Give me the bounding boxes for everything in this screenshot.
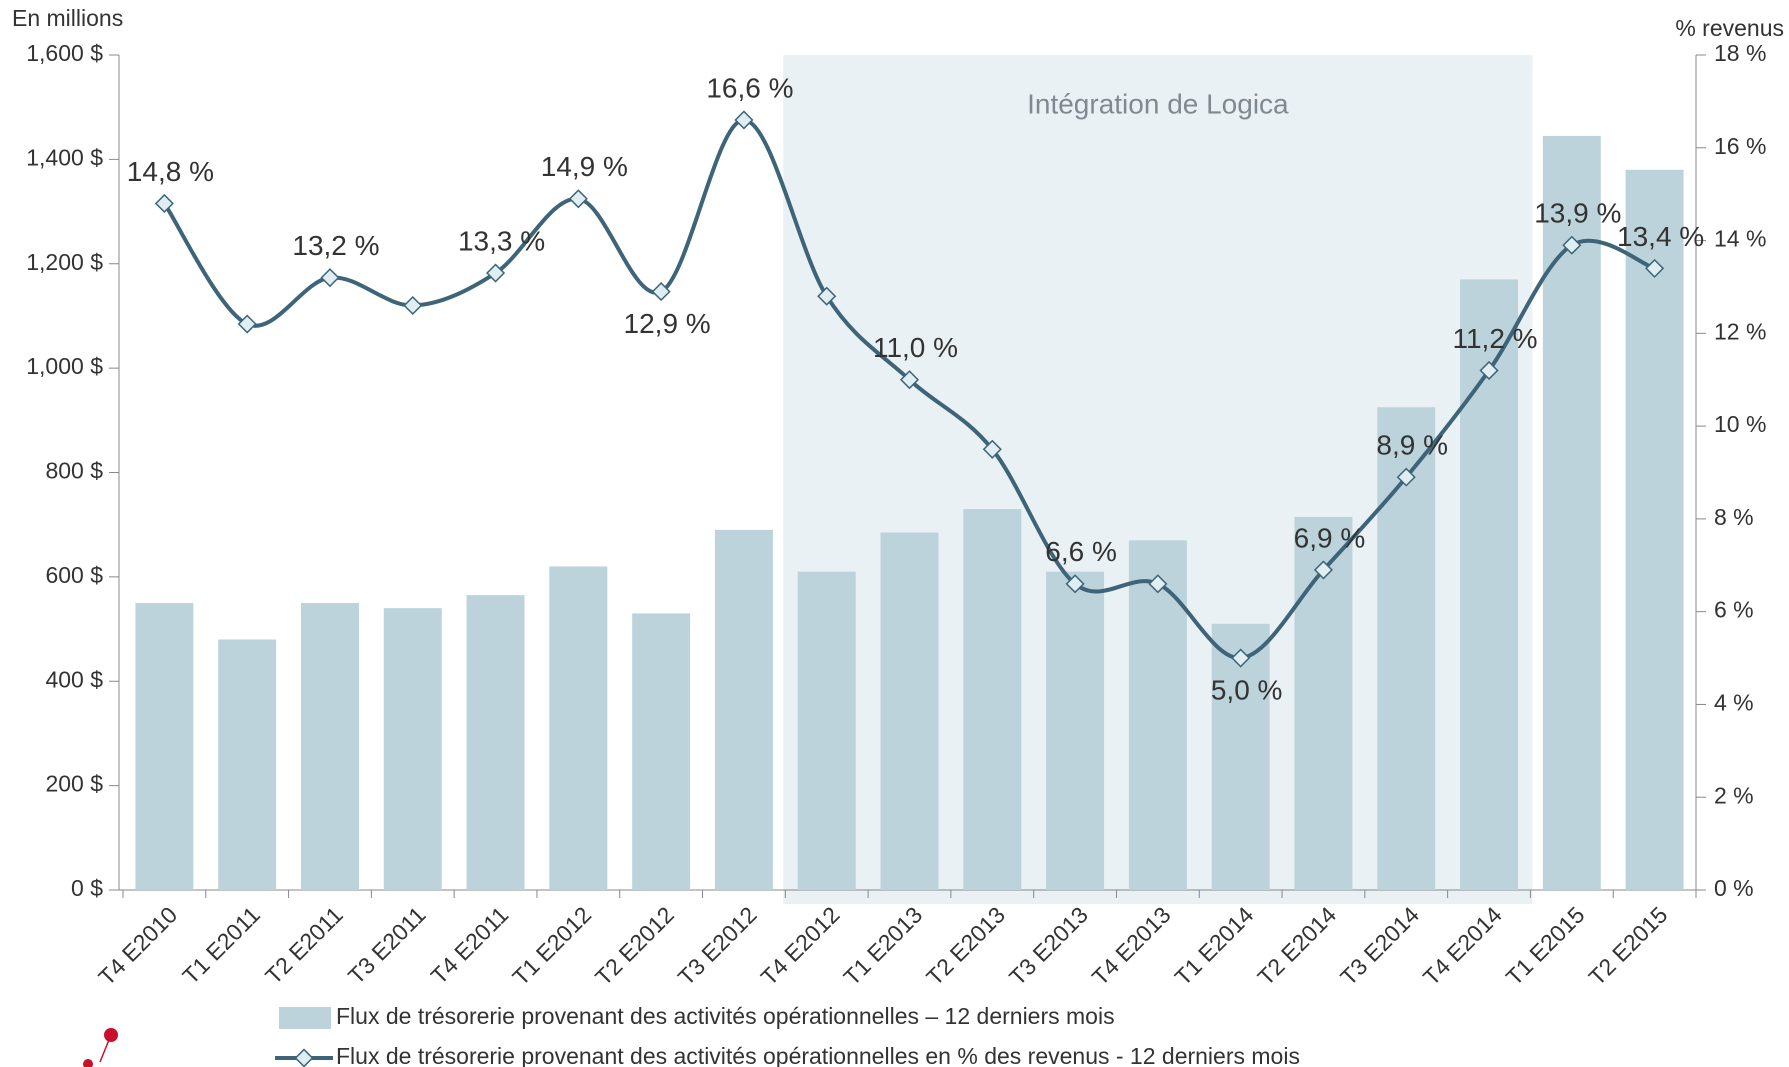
- bar: [797, 571, 856, 890]
- bar: [1046, 571, 1105, 890]
- bar: [1460, 279, 1519, 890]
- data-label: 6,6 %: [1045, 536, 1117, 567]
- bar: [963, 509, 1022, 890]
- x-tick-label: T3 E2011: [343, 901, 431, 989]
- marker: [817, 286, 837, 306]
- marker: [651, 282, 671, 302]
- x-tick-label: T3 E2014: [1335, 901, 1424, 990]
- y-tick-label: 1,400 $: [26, 144, 103, 170]
- marker: [403, 295, 423, 316]
- data-label: 14,9 %: [541, 151, 628, 182]
- legend-label: Flux de trésorerie provenant des activit…: [336, 1003, 1115, 1029]
- data-label: 13,4 %: [1617, 221, 1704, 252]
- marker: [154, 193, 174, 213]
- bar: [383, 608, 442, 890]
- marker: [1313, 560, 1333, 580]
- marker: [1396, 467, 1416, 487]
- data-label: 11,2 %: [1452, 323, 1537, 354]
- legend-swatch: [294, 1048, 314, 1067]
- bar: [1377, 407, 1436, 890]
- x-tick-label: T4 E2010: [93, 901, 182, 990]
- y-tick-label: 1,200 $: [26, 249, 103, 275]
- y-tick-label: 800 $: [45, 458, 103, 484]
- marker: [1645, 258, 1665, 278]
- data-label: 16,6 %: [706, 72, 793, 103]
- bar: [549, 566, 608, 890]
- y-axis-title: En millions: [12, 5, 123, 31]
- y2-tick-label: 10 %: [1714, 411, 1766, 437]
- bar: [880, 532, 939, 890]
- bar: [1211, 623, 1270, 890]
- y-tick-label: 200 $: [45, 771, 103, 797]
- marker: [237, 314, 257, 334]
- y2-tick-label: 4 %: [1714, 690, 1754, 716]
- y2-tick-label: 6 %: [1714, 597, 1754, 623]
- logo-line: [99, 1034, 112, 1063]
- marker: [1479, 360, 1499, 380]
- legend-swatch: [279, 1007, 331, 1029]
- bar: [1625, 169, 1684, 890]
- y-tick-label: 600 $: [45, 562, 103, 588]
- y-tick-label: 0 $: [71, 875, 103, 901]
- data-label: 13,9 %: [1534, 198, 1621, 229]
- data-label: 8,9 %: [1376, 430, 1448, 461]
- x-tick-label: T1 E2014: [1170, 901, 1259, 990]
- x-tick-label: T2 E2015: [1584, 901, 1673, 990]
- x-tick-label: T3 E2013: [1004, 901, 1093, 990]
- bar: [466, 595, 525, 890]
- marker: [486, 263, 506, 283]
- x-tick-label: T2 E2013: [921, 901, 1010, 990]
- y2-tick-label: 18 %: [1714, 40, 1766, 66]
- marker: [1148, 574, 1168, 594]
- y-tick-label: 1,000 $: [26, 353, 103, 379]
- x-tick-label: T1 E2011: [177, 901, 265, 989]
- data-label: 12,9 %: [624, 308, 711, 339]
- marker: [1065, 574, 1085, 594]
- x-tick-label: T4 E2011: [426, 901, 514, 989]
- logo-dot: [83, 1059, 93, 1067]
- x-tick-label: T4 E2013: [1087, 901, 1176, 990]
- x-tick-label: T3 E2012: [673, 901, 762, 990]
- marker: [734, 110, 754, 130]
- marker: [1231, 648, 1251, 668]
- data-label: 5,0 %: [1211, 674, 1283, 705]
- x-tick-label: T2 E2014: [1252, 901, 1341, 990]
- x-tick-label: T1 E2015: [1501, 901, 1590, 990]
- bar: [300, 602, 359, 890]
- y2-tick-label: 16 %: [1714, 133, 1766, 159]
- y-tick-label: 400 $: [45, 666, 103, 692]
- x-tick-label: T1 E2012: [507, 901, 596, 990]
- y2-tick-label: 12 %: [1714, 318, 1766, 344]
- annotation: Intégration de Logica: [1027, 88, 1289, 119]
- marker: [1562, 235, 1582, 255]
- marker: [899, 370, 920, 390]
- y2-tick-label: 14 %: [1714, 226, 1766, 252]
- marker: [982, 439, 1002, 459]
- y2-axis-title: % revenus: [1675, 15, 1784, 41]
- bar: [714, 529, 773, 890]
- x-tick-label: T2 E2011: [260, 901, 348, 989]
- y2-tick-label: 8 %: [1714, 504, 1754, 530]
- x-tick-label: T4 E2012: [756, 901, 845, 990]
- x-tick-label: T4 E2014: [1418, 901, 1507, 990]
- y2-tick-label: 0 %: [1714, 875, 1754, 901]
- marker: [320, 268, 340, 288]
- legend-label: Flux de trésorerie provenant des activit…: [336, 1043, 1300, 1067]
- y-tick-label: 1,600 $: [26, 40, 103, 66]
- bar: [632, 613, 691, 890]
- x-tick-label: T2 E2012: [590, 901, 679, 990]
- bar: [135, 602, 194, 890]
- data-label: 13,3 %: [458, 225, 545, 256]
- data-label: 11,0 %: [873, 332, 958, 363]
- x-tick-label: T1 E2013: [838, 901, 927, 990]
- marker: [568, 189, 588, 209]
- data-label: 6,9 %: [1294, 522, 1366, 553]
- y2-tick-label: 2 %: [1714, 782, 1754, 808]
- bar: [218, 639, 277, 890]
- data-label: 14,8 %: [127, 156, 214, 187]
- data-label: 13,2 %: [292, 230, 379, 261]
